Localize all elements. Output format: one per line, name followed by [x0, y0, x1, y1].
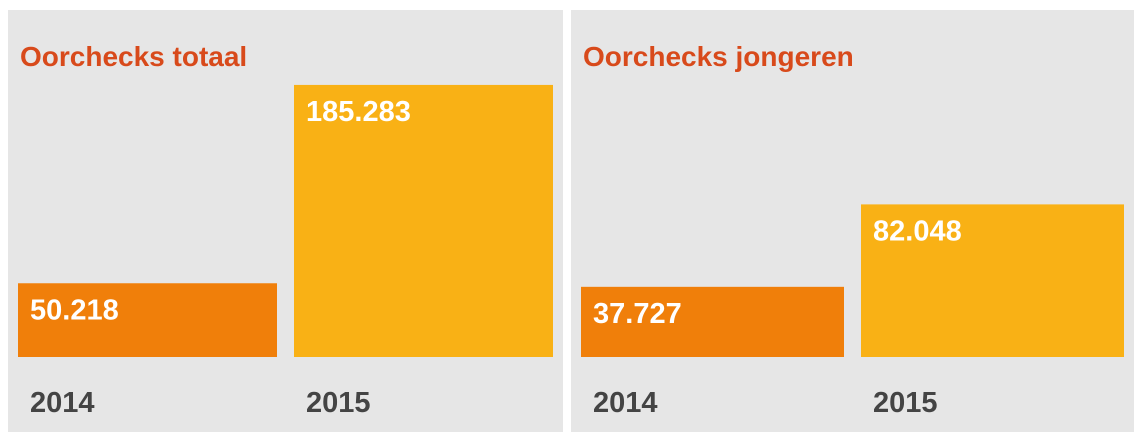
bar: [18, 283, 277, 357]
value-label: 37.727: [593, 298, 682, 330]
x-tick-label: 2014: [30, 387, 95, 419]
bar: [581, 286, 844, 357]
chart-title: Oorchecks totaal: [20, 41, 247, 72]
bar: [294, 84, 553, 357]
value-label: 82.048: [873, 215, 962, 247]
bar: [861, 204, 1124, 357]
x-tick-label: 2015: [873, 387, 938, 419]
value-label: 185.283: [306, 96, 411, 128]
x-tick-label: 2014: [593, 387, 658, 419]
chart-title: Oorchecks jongeren: [583, 41, 854, 72]
value-label: 50.218: [30, 294, 119, 326]
x-tick-label: 2015: [306, 387, 371, 419]
